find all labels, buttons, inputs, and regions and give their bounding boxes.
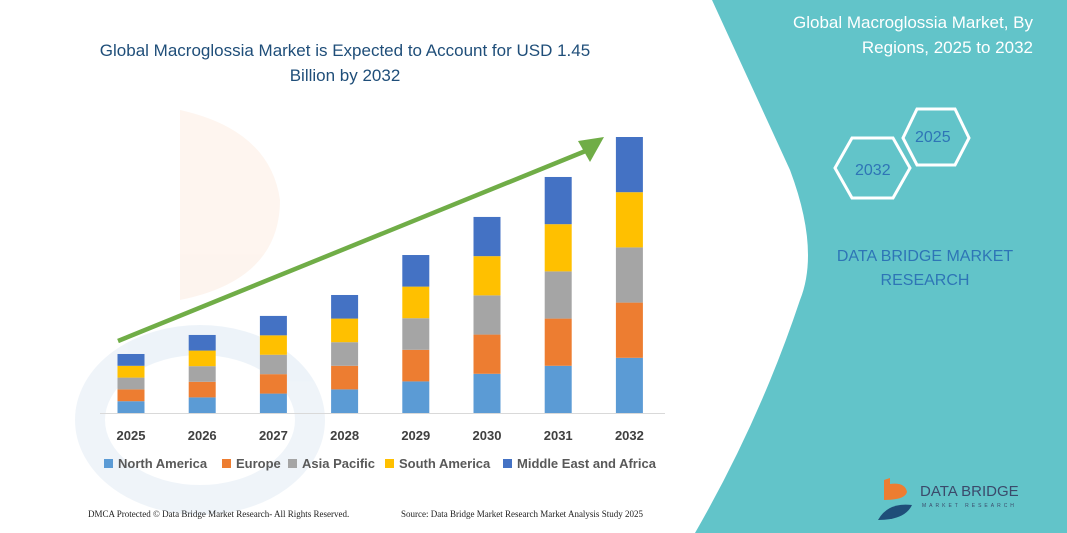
bar-2027-europe: [259, 374, 287, 394]
bar-2031-asia-pacific: [544, 271, 572, 319]
bar-2028-asia-pacific: [331, 342, 359, 366]
trend-arrow-head: [578, 137, 604, 162]
bar-2030-south-america: [473, 256, 501, 296]
side-panel-title: Global Macroglossia Market, By Regions, …: [793, 13, 1033, 57]
legend-label: North America: [118, 456, 208, 471]
legend-swatch: [503, 459, 512, 468]
bar-2026-europe: [188, 381, 216, 398]
bar-2031-europe: [544, 318, 572, 366]
bar-2032-south-america: [615, 192, 643, 248]
bar-2030-north-america: [473, 373, 501, 413]
footer-copyright: DMCA Protected © Data Bridge Market Rese…: [88, 509, 350, 519]
brand-text: DATA BRIDGE MARKET RESEARCH: [836, 248, 1014, 289]
bar-2025-south-america: [117, 365, 145, 378]
bar-2025-asia-pacific: [117, 377, 145, 390]
bar-2031-north-america: [544, 365, 572, 413]
legend-label: South America: [399, 456, 491, 471]
bar-2028-europe: [331, 365, 359, 390]
legend-label: Asia Pacific: [302, 456, 375, 471]
bar-2026-middle-east-and-africa: [188, 334, 216, 351]
bar-2025-middle-east-and-africa: [117, 353, 145, 366]
bar-2030-europe: [473, 334, 501, 374]
hexagon-2025: [901, 107, 971, 167]
x-tick-label: 2028: [330, 428, 359, 443]
logo-subtitle: MARKET RESEARCH: [922, 503, 1017, 509]
bar-2032-europe: [615, 302, 643, 358]
bar-2032-middle-east-and-africa: [615, 137, 643, 193]
bar-2029-north-america: [402, 381, 430, 413]
bar-2027-middle-east-and-africa: [259, 315, 287, 336]
bar-2028-middle-east-and-africa: [331, 294, 359, 319]
bar-2027-north-america: [259, 393, 287, 413]
bar-2030-asia-pacific: [473, 295, 501, 335]
legend-swatch: [104, 459, 113, 468]
bar-2026-asia-pacific: [188, 366, 216, 382]
x-tick-label: 2032: [615, 428, 644, 443]
bar-2026-south-america: [188, 350, 216, 367]
x-tick-label: 2025: [117, 428, 146, 443]
legend-swatch: [222, 459, 231, 468]
bar-2029-south-america: [402, 286, 430, 319]
bar-2032-asia-pacific: [615, 247, 643, 303]
bar-2027-asia-pacific: [259, 354, 287, 375]
x-tick-label: 2030: [473, 428, 502, 443]
chart-title: Global Macroglossia Market is Expected t…: [99, 41, 591, 85]
logo-name: DATA BRIDGE: [920, 483, 1019, 500]
footer-source: Source: Data Bridge Market Research Mark…: [401, 509, 643, 519]
legend-swatch: [288, 459, 297, 468]
legend-label: Europe: [236, 456, 281, 471]
legend-swatch: [385, 459, 394, 468]
bar-2031-south-america: [544, 224, 572, 272]
x-tick-label: 2029: [401, 428, 430, 443]
hexagon-2032: [833, 136, 912, 200]
bar-2029-middle-east-and-africa: [402, 255, 430, 287]
legend-label: Middle East and Africa: [517, 456, 657, 471]
teal-side-panel: [695, 0, 1067, 533]
bar-2030-middle-east-and-africa: [473, 216, 501, 257]
hex-label-2025: 2025: [915, 129, 951, 146]
x-tick-label: 2031: [544, 428, 573, 443]
bar-2027-south-america: [259, 335, 287, 355]
logo-icon: [878, 478, 912, 520]
bar-2026-north-america: [188, 397, 216, 413]
trend-arrow-line: [117, 147, 589, 344]
bar-2025-europe: [117, 389, 145, 402]
bar-2028-north-america: [331, 389, 359, 413]
bar-2032-north-america: [615, 357, 643, 413]
bar-2029-europe: [402, 349, 430, 382]
bar-2029-asia-pacific: [402, 318, 430, 350]
x-tick-label: 2027: [259, 428, 288, 443]
bar-2025-north-america: [117, 401, 145, 413]
bar-2031-middle-east-and-africa: [544, 176, 572, 225]
x-tick-label: 2026: [188, 428, 217, 443]
hex-label-2032: 2032: [855, 162, 891, 179]
bar-2028-south-america: [331, 318, 359, 343]
